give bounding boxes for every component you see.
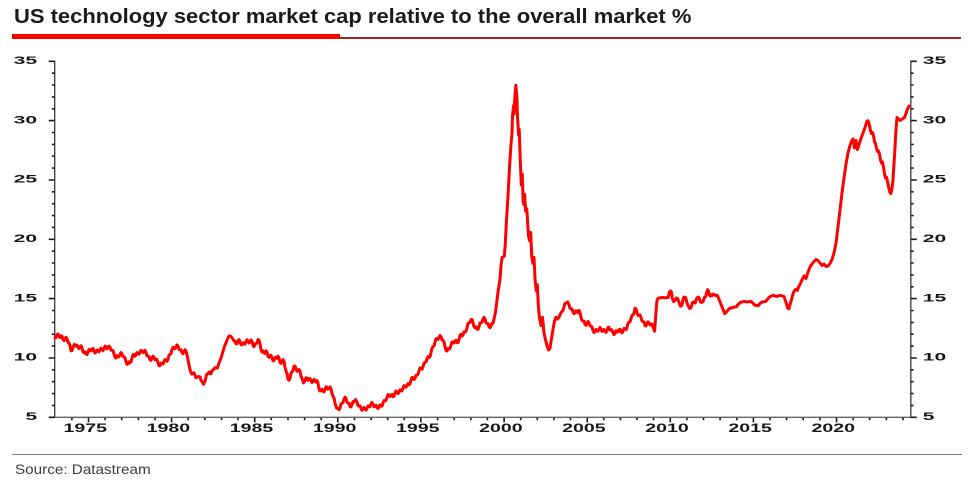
svg-text:20: 20 [923,233,947,245]
svg-text:35: 35 [923,55,947,67]
svg-text:2020: 2020 [812,422,856,435]
svg-text:15: 15 [14,292,38,304]
svg-text:15: 15 [923,292,947,304]
svg-text:1995: 1995 [396,422,440,435]
svg-text:1980: 1980 [147,422,191,435]
svg-text:35: 35 [14,55,38,67]
svg-text:1975: 1975 [64,422,108,435]
svg-text:10: 10 [14,352,38,364]
svg-text:30: 30 [14,114,38,126]
svg-text:25: 25 [14,174,38,186]
svg-text:5: 5 [923,411,935,423]
svg-text:2010: 2010 [645,422,689,435]
svg-text:1985: 1985 [230,422,274,435]
svg-text:2005: 2005 [562,422,606,435]
svg-text:5: 5 [26,411,38,423]
svg-text:2000: 2000 [479,422,523,435]
svg-text:20: 20 [14,233,38,245]
svg-text:30: 30 [923,114,947,126]
svg-text:25: 25 [923,174,947,186]
svg-text:10: 10 [923,352,947,364]
svg-text:2015: 2015 [728,422,772,435]
svg-text:1990: 1990 [313,422,357,435]
